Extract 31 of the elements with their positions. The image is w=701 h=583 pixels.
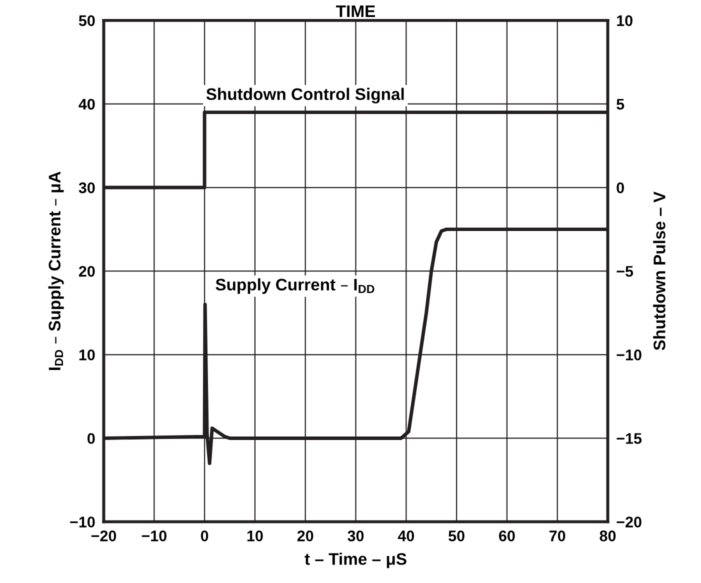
x-tick-label: −20 xyxy=(91,530,116,542)
y2-tick-label: −15 xyxy=(616,433,642,444)
y-tick-label: 20 xyxy=(78,266,95,277)
y-tick-label: 50 xyxy=(78,15,95,26)
x-tick-label: −10 xyxy=(142,530,166,542)
y2-axis-title: Shutdown Pulse – V xyxy=(653,192,666,350)
y2-tick-label: −20 xyxy=(616,516,642,528)
x-tick-label: 60 xyxy=(499,530,515,542)
series-label: Shutdown Control Signal xyxy=(206,88,404,104)
y-tick-label: 10 xyxy=(79,350,95,360)
y2-tick-label: −10 xyxy=(616,350,642,360)
y-tick-label: 0 xyxy=(88,433,95,444)
y2-tick-label: 5 xyxy=(616,98,624,110)
x-tick-label: 70 xyxy=(550,530,566,542)
y-tick-label: 30 xyxy=(78,182,95,194)
x-tick-label: 50 xyxy=(448,530,464,542)
y2-tick-label: 0 xyxy=(616,182,624,194)
y-axis-title: I$_{DD}$ – Supply Current – μA xyxy=(48,172,64,370)
y2-tick-label: −5 xyxy=(616,266,634,277)
y-tick-label: −10 xyxy=(70,516,95,528)
x-axis-title: t – Time – μS xyxy=(304,552,406,568)
x-tick-label: 10 xyxy=(247,530,263,542)
chart-title: TIME xyxy=(336,5,376,17)
y-tick-label: 40 xyxy=(78,98,95,110)
x-tick-label: 40 xyxy=(398,530,414,542)
x-tick-label: 80 xyxy=(600,530,616,542)
series-label: Supply Current – I$_{DD}$ xyxy=(216,278,374,294)
x-tick-label: 0 xyxy=(200,530,208,542)
x-tick-label: 20 xyxy=(297,530,314,542)
x-tick-label: 30 xyxy=(348,530,364,542)
y2-tick-label: 10 xyxy=(617,15,632,26)
